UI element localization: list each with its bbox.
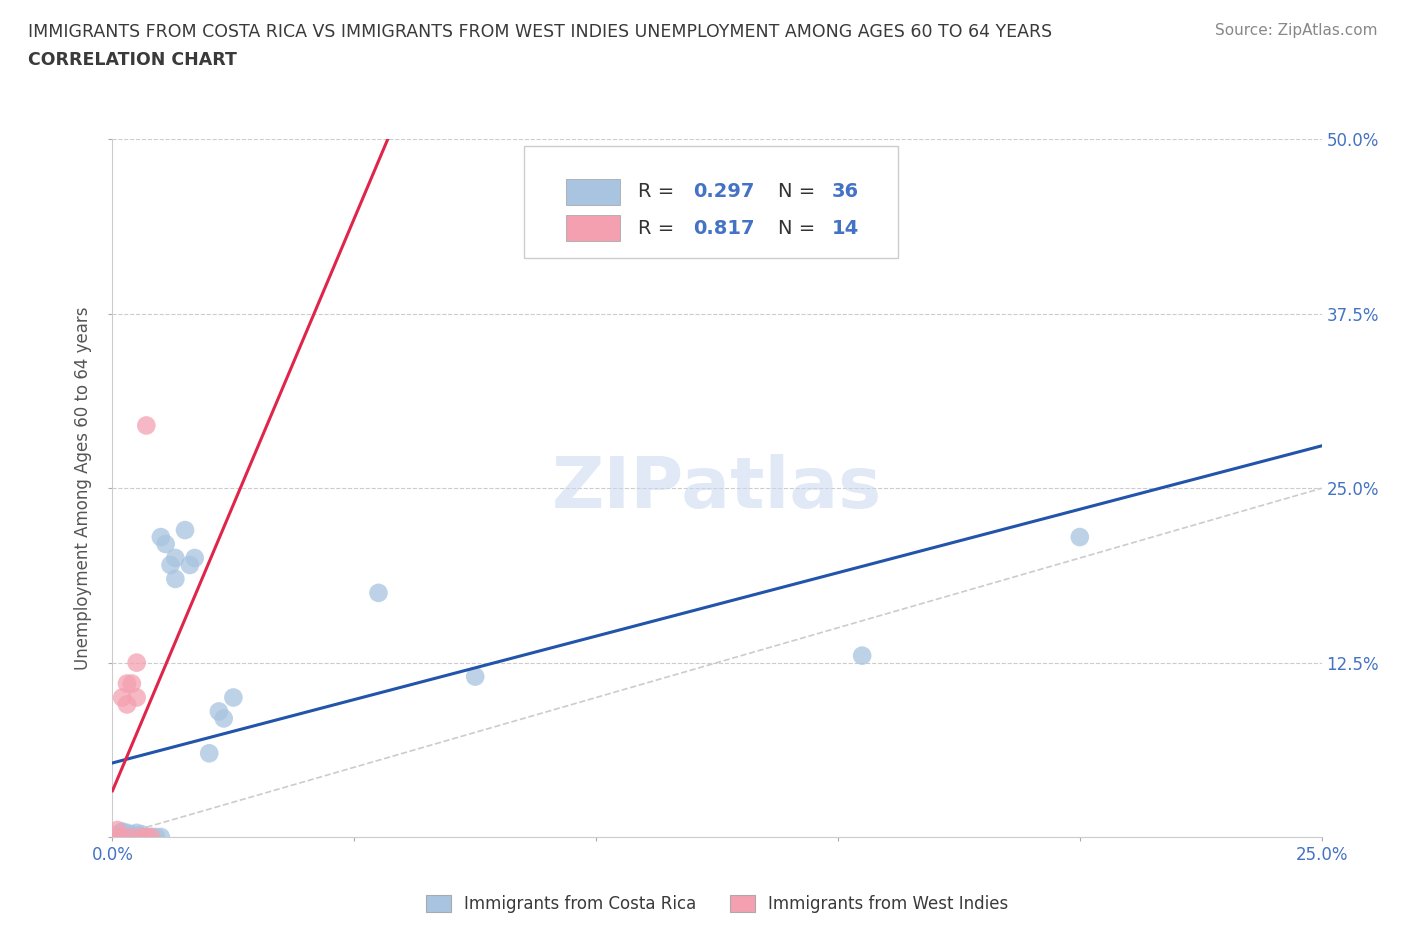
- Point: [141, 830, 163, 844]
- Point: [212, 711, 235, 725]
- Point: [111, 830, 134, 844]
- Text: R =: R =: [638, 219, 681, 237]
- Point: [155, 537, 177, 551]
- Point: [131, 830, 153, 844]
- Text: CORRELATION CHART: CORRELATION CHART: [28, 51, 238, 69]
- Legend: Immigrants from Costa Rica, Immigrants from West Indies: Immigrants from Costa Rica, Immigrants f…: [419, 888, 1015, 920]
- Point: [165, 571, 187, 587]
- Text: 14: 14: [832, 219, 859, 237]
- Point: [851, 648, 873, 663]
- Point: [1069, 530, 1091, 545]
- Point: [115, 827, 138, 842]
- Point: [105, 830, 128, 844]
- Point: [115, 698, 138, 712]
- Point: [115, 830, 138, 844]
- Point: [125, 690, 148, 705]
- Text: ZIPatlas: ZIPatlas: [553, 454, 882, 523]
- Point: [174, 523, 197, 538]
- Y-axis label: Unemployment Among Ages 60 to 64 years: Unemployment Among Ages 60 to 64 years: [75, 307, 93, 670]
- Point: [179, 558, 201, 573]
- Point: [141, 830, 163, 844]
- Point: [125, 826, 148, 841]
- Point: [115, 826, 138, 841]
- Text: IMMIGRANTS FROM COSTA RICA VS IMMIGRANTS FROM WEST INDIES UNEMPLOYMENT AMONG AGE: IMMIGRANTS FROM COSTA RICA VS IMMIGRANTS…: [28, 23, 1052, 41]
- Point: [121, 830, 143, 844]
- Point: [464, 670, 486, 684]
- Point: [111, 690, 134, 705]
- Point: [111, 830, 134, 844]
- FancyBboxPatch shape: [565, 215, 620, 242]
- Point: [121, 676, 143, 691]
- Text: 0.817: 0.817: [693, 219, 755, 237]
- Text: 0.297: 0.297: [693, 182, 754, 201]
- Text: N =: N =: [778, 182, 821, 201]
- FancyBboxPatch shape: [565, 179, 620, 206]
- Point: [135, 830, 157, 844]
- Point: [125, 656, 148, 671]
- Point: [208, 704, 231, 719]
- Point: [165, 551, 187, 565]
- Point: [367, 586, 389, 601]
- Point: [135, 418, 157, 433]
- Point: [149, 830, 172, 844]
- FancyBboxPatch shape: [523, 147, 898, 259]
- Point: [111, 826, 134, 841]
- Point: [131, 827, 153, 842]
- Point: [135, 830, 157, 844]
- Point: [121, 830, 143, 844]
- Point: [222, 690, 245, 705]
- Text: 36: 36: [832, 182, 859, 201]
- Point: [183, 551, 205, 565]
- Point: [125, 830, 148, 844]
- Point: [159, 558, 181, 573]
- Point: [121, 829, 143, 844]
- Text: Source: ZipAtlas.com: Source: ZipAtlas.com: [1215, 23, 1378, 38]
- Point: [145, 830, 167, 844]
- Point: [125, 829, 148, 844]
- Point: [149, 530, 172, 545]
- Point: [105, 827, 128, 842]
- Text: R =: R =: [638, 182, 681, 201]
- Point: [105, 830, 128, 844]
- Text: N =: N =: [778, 219, 821, 237]
- Point: [131, 830, 153, 844]
- Point: [105, 823, 128, 838]
- Point: [111, 824, 134, 839]
- Point: [115, 676, 138, 691]
- Point: [121, 827, 143, 842]
- Point: [198, 746, 221, 761]
